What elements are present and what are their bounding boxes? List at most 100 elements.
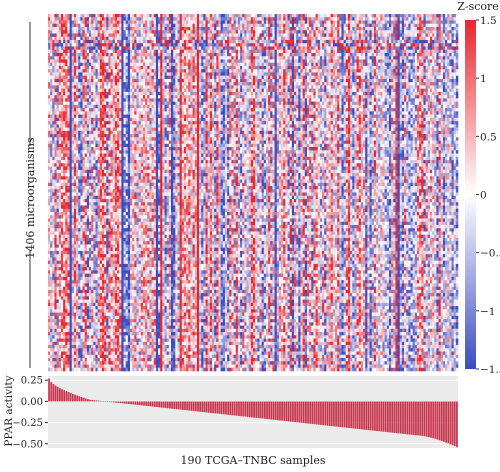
heatmap-cell: [71, 186, 75, 190]
heatmap-cell: [78, 121, 81, 125]
heatmap-cell: [134, 111, 137, 115]
heatmap-cell: [101, 322, 105, 326]
heatmap-cell: [108, 247, 111, 252]
heatmap-cell: [95, 332, 98, 336]
heatmap-cell: [73, 231, 77, 235]
heatmap-cell: [95, 88, 98, 93]
heatmap-cell: [104, 244, 107, 248]
heatmap-cell: [110, 140, 114, 145]
heatmap-cell: [108, 335, 111, 339]
heatmap-cell: [97, 202, 101, 206]
heatmap-cell: [56, 195, 60, 200]
heatmap-cell: [91, 186, 94, 190]
heatmap-cell: [142, 189, 146, 193]
heatmap-cell: [106, 211, 109, 216]
heatmap-cell: [112, 111, 116, 115]
heatmap-cell: [86, 173, 90, 177]
heatmap-cell: [89, 182, 92, 187]
heatmap-cell: [80, 237, 83, 242]
heatmap-cell: [86, 250, 90, 255]
heatmap-cell: [56, 280, 60, 284]
heatmap-cell: [136, 195, 139, 200]
heatmap-cell: [142, 345, 146, 349]
heatmap-cell: [97, 338, 101, 343]
heatmap-cell: [67, 104, 70, 109]
heatmap-cell: [142, 195, 146, 200]
heatmap-cell: [117, 163, 120, 167]
heatmap-cell: [119, 283, 122, 287]
heatmap-cell: [127, 202, 131, 206]
heatmap-cell: [84, 59, 88, 63]
heatmap-cell: [80, 309, 83, 313]
heatmap-cell: [114, 88, 118, 93]
heatmap-cell: [54, 169, 57, 174]
heatmap-cell: [69, 134, 73, 138]
heatmap-cell: [71, 134, 75, 138]
heatmap-cell: [69, 189, 73, 193]
heatmap-cell: [78, 117, 81, 122]
heatmap-cell: [65, 56, 68, 60]
heatmap-cell: [112, 309, 116, 313]
heatmap-cell: [84, 69, 88, 73]
heatmap-cell: [73, 153, 77, 158]
heatmap-cell: [89, 322, 92, 326]
heatmap-cell: [134, 30, 137, 34]
heatmap-cell: [56, 351, 60, 356]
heatmap-cell: [104, 134, 107, 138]
heatmap-cell: [84, 75, 88, 80]
heatmap-cell: [52, 260, 55, 265]
heatmap-cell: [121, 46, 124, 50]
heatmap-cell: [54, 69, 57, 73]
heatmap-cell: [80, 302, 83, 307]
heatmap-cell: [91, 361, 94, 365]
heatmap-cell: [84, 173, 88, 177]
heatmap-cell: [138, 315, 142, 320]
heatmap-cell: [142, 312, 146, 317]
heatmap-cell: [125, 244, 129, 248]
heatmap-cell: [48, 69, 51, 73]
heatmap-cell: [56, 85, 60, 89]
heatmap-cell: [80, 293, 83, 297]
heatmap-cell: [121, 231, 124, 235]
heatmap-cell: [71, 179, 75, 184]
heatmap-cell: [108, 101, 111, 106]
heatmap-cell: [65, 39, 68, 44]
heatmap-cell: [132, 182, 135, 187]
heatmap-cell: [95, 345, 98, 349]
heatmap-cell: [71, 166, 75, 171]
heatmap-cell: [127, 91, 131, 96]
heatmap-cell: [114, 186, 118, 190]
heatmap-cell: [80, 250, 83, 255]
heatmap-cell: [82, 49, 85, 54]
heatmap-cell: [95, 30, 98, 34]
heatmap-cell: [101, 348, 105, 352]
heatmap-cell: [108, 69, 111, 73]
heatmap-cell: [142, 104, 146, 109]
heatmap-cell: [80, 150, 83, 154]
heatmap-cell: [89, 358, 92, 362]
heatmap-cell: [110, 231, 114, 235]
heatmap-cell: [130, 169, 133, 174]
heatmap-cell: [130, 150, 133, 154]
heatmap-cell: [63, 33, 66, 38]
heatmap-cell: [104, 104, 107, 109]
heatmap-cell: [142, 124, 146, 128]
heatmap-cell: [104, 137, 107, 141]
heatmap-cell: [54, 101, 57, 106]
heatmap-cell: [54, 186, 57, 190]
heatmap-cell: [58, 228, 62, 232]
heatmap-cell: [89, 306, 92, 310]
heatmap-cell: [84, 322, 88, 326]
heatmap-cell: [104, 319, 107, 323]
heatmap-cell: [99, 325, 103, 330]
heatmap-cell: [123, 205, 126, 210]
heatmap-cell: [119, 221, 122, 226]
heatmap-cell: [112, 257, 116, 261]
heatmap-cell: [63, 124, 66, 128]
heatmap-cell: [84, 169, 88, 174]
heatmap-cell: [112, 215, 116, 219]
heatmap-cell: [60, 166, 64, 171]
heatmap-cell: [84, 280, 88, 284]
heatmap-cell: [97, 111, 101, 115]
heatmap-cell: [108, 202, 111, 206]
